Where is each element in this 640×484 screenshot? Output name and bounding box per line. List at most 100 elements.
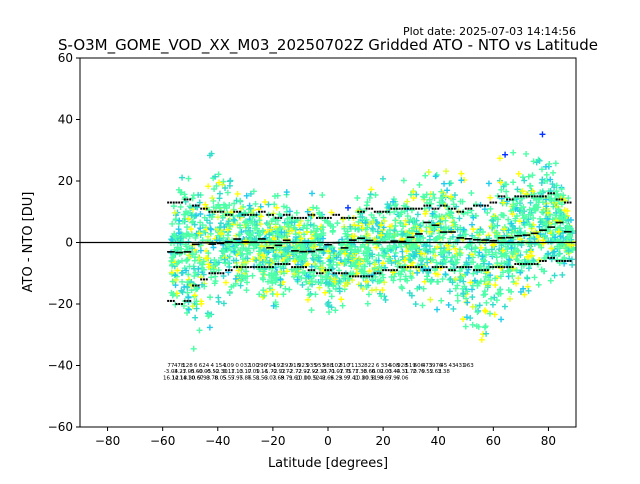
scatter-point <box>395 257 402 264</box>
plus-1sd-dot <box>222 210 225 213</box>
bin-count-label: 4 <box>211 363 215 369</box>
minus-1sd-dot <box>175 303 178 305</box>
scatter-point <box>565 247 572 254</box>
bin-count-label: 624 <box>199 363 210 369</box>
plus-1sd-dot <box>462 210 465 213</box>
scatter-point <box>305 217 312 224</box>
scatter-point <box>197 225 204 232</box>
scatter-point <box>506 256 513 263</box>
scatter-point <box>450 201 457 208</box>
bin-std-label: 9.61 <box>289 375 301 381</box>
scatter-point <box>507 295 514 302</box>
scatter-point <box>378 293 385 300</box>
minus-1sd-dot <box>384 269 387 272</box>
minus-1sd-dot <box>428 269 431 272</box>
scatter-point <box>309 190 316 197</box>
scatter-point <box>348 240 355 247</box>
scatter-point <box>344 238 351 245</box>
scatter-point <box>260 287 267 294</box>
bin-mean-label: -0.92 <box>271 369 285 375</box>
scatter-point <box>168 236 175 243</box>
plus-1sd-dot <box>332 213 335 216</box>
scatter-point <box>256 291 263 298</box>
plus-1sd-dot <box>313 213 316 216</box>
bin-std-label: 14.18 <box>171 375 187 381</box>
scatter-point <box>526 206 533 213</box>
bin-std-label: 6.06 <box>396 375 409 381</box>
scatter-point <box>299 281 306 288</box>
scatter-point <box>505 216 512 223</box>
minus-1sd-dot <box>225 269 228 272</box>
minus-1sd-dot <box>285 263 288 266</box>
scatter-point <box>549 181 556 188</box>
minus-1sd-dot <box>467 266 470 269</box>
scatter-point <box>205 183 212 190</box>
scatter-point <box>439 234 446 241</box>
scatter-point <box>259 227 266 234</box>
minus-1sd-dot <box>486 269 489 272</box>
plus-1sd-dot <box>558 198 561 201</box>
x-tick-label: 80 <box>541 434 556 448</box>
plus-1sd-dot <box>508 198 511 201</box>
scatter-point <box>491 294 498 301</box>
scatter-point <box>414 211 421 218</box>
plus-1sd-dot <box>214 210 217 213</box>
scatter-point <box>393 244 400 251</box>
scatter-point <box>238 205 245 212</box>
scatter-point <box>400 223 407 230</box>
scatter-point <box>293 265 300 272</box>
bin-count-label: 928 <box>397 363 408 369</box>
scatter-point <box>298 235 305 242</box>
scatter-point <box>222 202 229 209</box>
scatter-point <box>479 229 486 235</box>
plus-1sd-dot <box>373 210 376 213</box>
minus-1sd-dot <box>365 275 368 278</box>
scatter-point <box>206 324 213 331</box>
plus-1sd-dot <box>464 207 467 210</box>
scatter-point <box>352 259 359 266</box>
scatter-point <box>503 181 510 188</box>
minus-1sd-dot <box>304 266 307 269</box>
minus-1sd-dot <box>332 272 335 275</box>
plus-1sd-dot <box>208 210 211 213</box>
plus-1sd-dot <box>514 195 517 198</box>
scatter-point <box>215 232 222 239</box>
scatter-point <box>449 279 456 286</box>
scatter-point <box>555 251 562 258</box>
plus-1sd-dot <box>285 213 288 216</box>
plus-1sd-dot <box>459 210 462 213</box>
bin-std-label: 5.57 <box>223 375 236 381</box>
scatter-point <box>476 302 483 309</box>
scatter-point <box>449 254 456 261</box>
scatter-point <box>178 287 185 294</box>
scatter-point <box>448 193 455 200</box>
bin-count-label: 102 <box>331 363 342 369</box>
scatter-point <box>369 225 376 232</box>
scatter-point <box>328 293 335 300</box>
x-tick-label: 20 <box>375 434 390 448</box>
minus-1sd-dot <box>282 263 285 266</box>
scatter-point <box>523 213 530 220</box>
scatter-point <box>418 255 425 262</box>
scatter-point <box>452 285 459 292</box>
scatter-point <box>474 309 481 316</box>
scatter-point <box>482 273 489 280</box>
minus-1sd-dot <box>470 266 473 269</box>
scatter-point <box>463 259 470 266</box>
scatter-point <box>330 283 337 290</box>
plus-1sd-dot <box>310 213 313 216</box>
bin-std-label: 9.97 <box>388 375 401 381</box>
bin-mean-label: 0.44 <box>388 369 401 375</box>
scatter-point <box>507 257 514 264</box>
scatter-point <box>277 232 284 239</box>
minus-1sd-dot <box>277 263 280 266</box>
minus-1sd-dot <box>183 299 186 302</box>
scatter-point <box>265 249 272 256</box>
minus-1sd-dot <box>351 275 354 278</box>
scatter-point <box>173 260 180 267</box>
minus-1sd-dot <box>492 266 495 269</box>
scatter-point <box>345 256 352 263</box>
scatter-point <box>519 174 526 181</box>
scatter-point <box>273 274 280 281</box>
